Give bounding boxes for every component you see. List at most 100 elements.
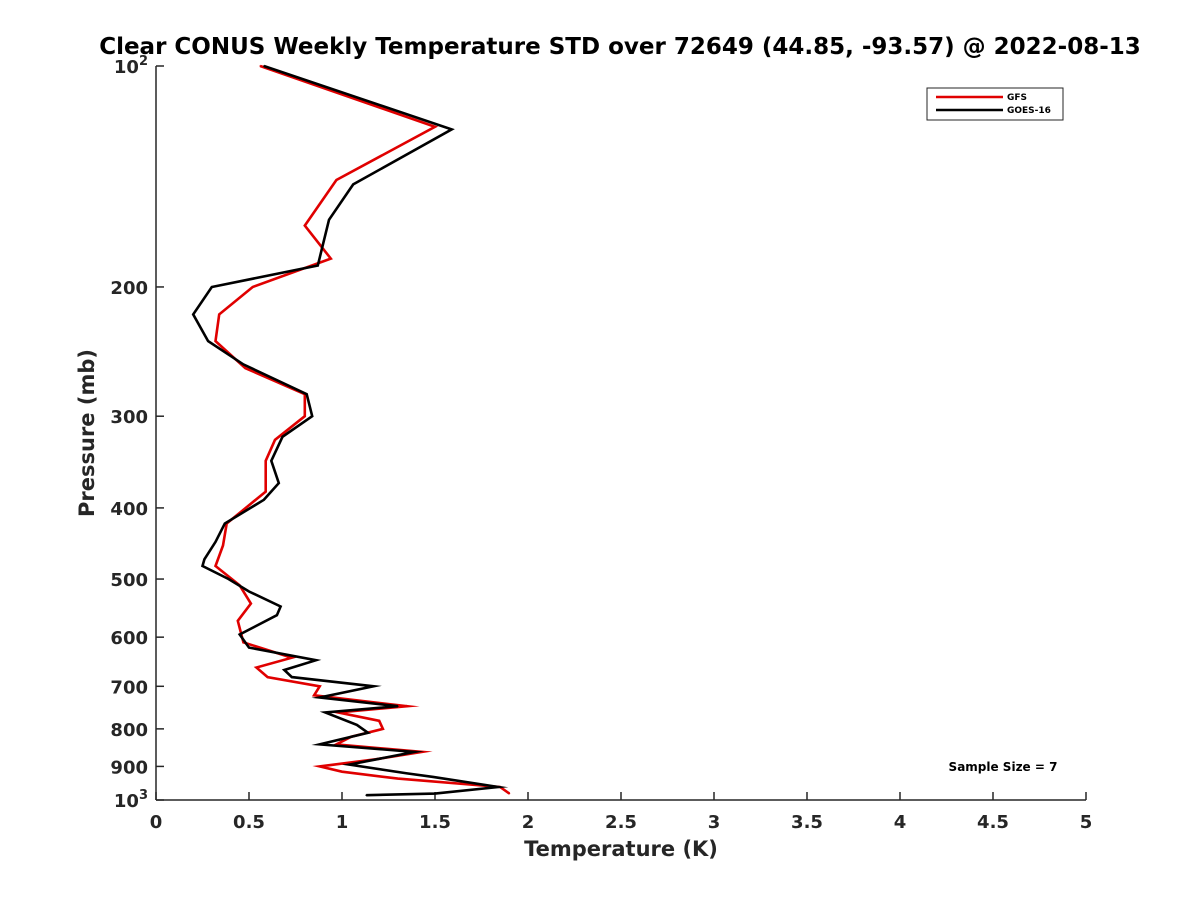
series-points-goes16 [192, 65, 500, 796]
y-tick-label: 900 [110, 757, 148, 778]
data-point-gfs [218, 313, 220, 316]
data-point-goes16 [281, 436, 284, 438]
data-point-goes16 [413, 751, 416, 753]
data-point-goes16 [278, 482, 280, 484]
data-point-gfs [259, 65, 262, 67]
data-point-goes16 [367, 732, 369, 734]
data-point-goes16 [227, 578, 230, 580]
y-tick-label: 103 [114, 788, 148, 812]
data-point-goes16 [248, 590, 250, 593]
x-tick-label: 1 [336, 812, 349, 833]
data-point-gfs [264, 460, 267, 462]
data-point-gfs [318, 765, 321, 768]
x-tick-label: 0.5 [233, 812, 265, 833]
legend-label-gfs: GFS [1007, 93, 1027, 103]
data-point-goes16 [372, 685, 375, 688]
y-tick-label: 300 [110, 407, 148, 428]
x-tick-label: 3 [708, 812, 721, 833]
data-point-gfs [318, 685, 321, 688]
data-point-goes16 [328, 219, 330, 221]
y-tick-label: 102 [114, 54, 148, 78]
x-tick-label: 2 [522, 812, 535, 833]
y-tick-label: 500 [110, 570, 148, 591]
x-tick-label: 0 [150, 812, 163, 833]
data-point-goes16 [311, 415, 314, 418]
data-point-gfs [214, 565, 217, 567]
data-point-gfs [237, 620, 239, 622]
data-point-gfs [251, 286, 254, 288]
data-point-gfs [222, 544, 224, 547]
data-point-goes16 [224, 522, 226, 525]
data-point-goes16 [276, 614, 278, 616]
data-point-goes16 [317, 264, 319, 267]
data-point-goes16 [207, 340, 209, 342]
data-point-gfs [406, 705, 408, 707]
data-point-gfs [244, 367, 247, 369]
data-point-goes16 [279, 605, 282, 608]
data-point-goes16 [450, 128, 453, 131]
data-point-gfs [508, 792, 511, 795]
data-point-goes16 [214, 541, 217, 543]
data-point-goes16 [406, 772, 408, 775]
y-tick-label: 600 [110, 628, 148, 649]
axes [155, 66, 1086, 801]
data-point-goes16 [242, 363, 245, 366]
y-axis-label: Pressure (mb) [75, 349, 99, 517]
data-point-goes16 [397, 705, 399, 707]
data-point-goes16 [352, 183, 355, 186]
data-point-gfs [214, 340, 217, 342]
x-tick-label: 4.5 [977, 812, 1009, 833]
data-point-goes16 [356, 724, 358, 726]
x-tick-label: 3.5 [791, 812, 823, 833]
x-axis-label: Temperature (K) [524, 837, 718, 861]
data-point-gfs [304, 415, 306, 418]
data-point-gfs [313, 694, 315, 697]
data-point-gfs [434, 126, 436, 128]
data-point-gfs [291, 656, 293, 659]
data-point-goes16 [283, 669, 286, 671]
data-point-goes16 [365, 794, 368, 796]
data-point-gfs [341, 770, 343, 773]
legend: GFS GOES-16 [926, 87, 1064, 121]
data-point-goes16 [263, 65, 265, 67]
data-point-goes16 [263, 499, 265, 501]
data-point-gfs [304, 224, 306, 227]
y-tick-label: 400 [110, 499, 148, 520]
data-point-goes16 [238, 633, 241, 636]
data-point-goes16 [270, 460, 273, 462]
data-point-gfs [397, 777, 399, 780]
data-point-goes16 [324, 711, 327, 714]
data-point-gfs [274, 439, 276, 441]
data-point-goes16 [305, 393, 308, 396]
data-point-gfs [330, 257, 332, 260]
x-tick-label: 5 [1080, 812, 1093, 833]
data-point-goes16 [497, 786, 500, 788]
data-point-gfs [266, 676, 269, 678]
data-point-goes16 [315, 659, 317, 661]
data-point-goes16 [434, 792, 436, 795]
data-point-gfs [382, 728, 384, 730]
data-point-goes16 [432, 776, 434, 778]
y-tick-label: 700 [110, 677, 148, 698]
x-ticks: 0 0.5 1 1.5 2 2.5 3 3.5 4 4.5 5 [150, 792, 1093, 833]
data-point-goes16 [318, 743, 321, 746]
data-point-goes16 [192, 313, 194, 316]
x-tick-label: 1.5 [419, 812, 451, 833]
data-point-gfs [255, 666, 258, 669]
x-tick-label: 4 [894, 812, 907, 833]
data-point-gfs [250, 602, 252, 605]
data-point-gfs [264, 490, 267, 493]
data-point-goes16 [203, 558, 206, 561]
data-point-goes16 [248, 646, 250, 649]
series-layer [191, 64, 511, 797]
data-point-goes16 [348, 763, 351, 766]
sample-size-annotation: Sample Size = 7 [949, 760, 1058, 774]
y-tick-label: 800 [110, 720, 148, 741]
data-point-goes16 [318, 696, 321, 699]
x-tick-label: 2.5 [605, 812, 637, 833]
legend-box [926, 87, 1064, 121]
data-point-goes16 [201, 565, 204, 567]
data-point-gfs [335, 179, 338, 181]
legend-label-goes16: GOES-16 [1007, 106, 1051, 116]
